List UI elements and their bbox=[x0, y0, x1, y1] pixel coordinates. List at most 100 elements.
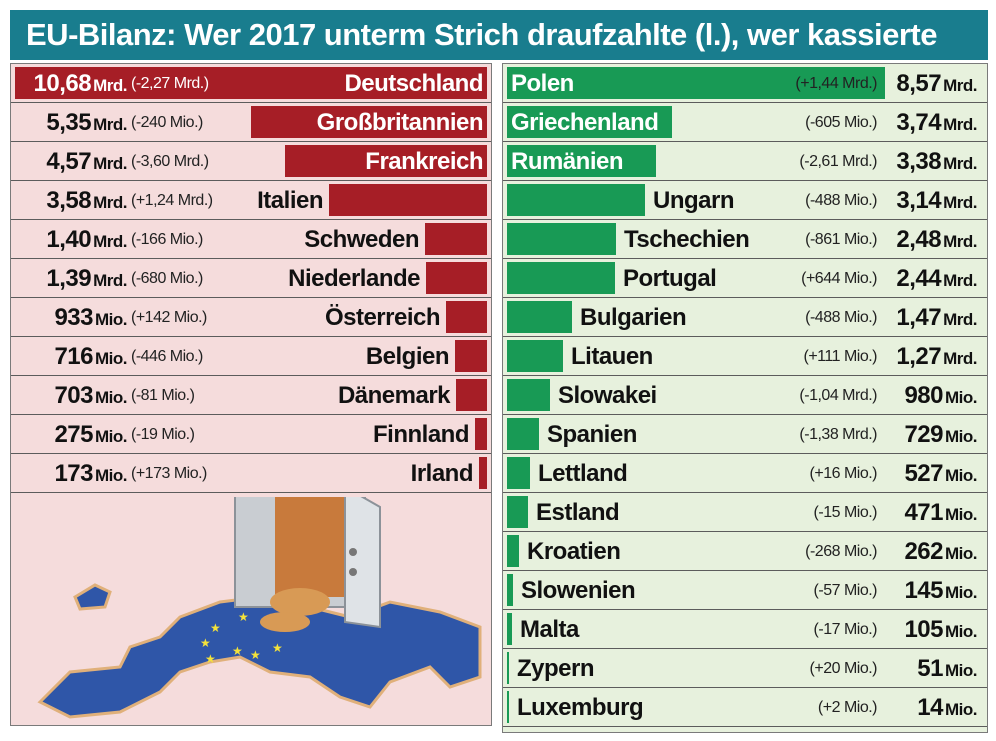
receiver-change: (+16 Mio.) bbox=[809, 465, 878, 482]
payer-bar bbox=[285, 145, 487, 177]
payer-amount: 5,35 Mrd. bbox=[46, 103, 127, 141]
amount-unit: Mio. bbox=[95, 427, 128, 446]
payer-amount: 4,57 Mrd. bbox=[46, 142, 127, 180]
amount-value: 729 bbox=[904, 421, 943, 448]
amount-unit: Mrd. bbox=[943, 271, 977, 290]
payer-amount: 703 Mio. bbox=[54, 376, 127, 414]
amount-value: 1,47 bbox=[896, 304, 942, 331]
receiver-change: (-488 Mio.) bbox=[805, 192, 877, 209]
amount-value: 4,57 bbox=[46, 148, 92, 175]
payer-amount: 933 Mio. bbox=[54, 298, 127, 336]
receiver-amount: 3,38 Mrd. bbox=[896, 142, 977, 180]
amount-value: 105 bbox=[904, 616, 943, 643]
amount-unit: Mrd. bbox=[93, 193, 127, 212]
amount-value: 262 bbox=[904, 538, 943, 565]
receiver-bar bbox=[507, 496, 528, 528]
payer-country: Großbritannien bbox=[316, 109, 484, 136]
receiver-row: Griechenland (-605 Mio.) 3,74 Mrd. bbox=[503, 103, 987, 142]
receiver-bar bbox=[507, 67, 885, 99]
payer-row: 716 Mio. (-446 Mio.) Belgien bbox=[11, 337, 491, 376]
receiver-bar bbox=[507, 379, 550, 411]
amount-value: 275 bbox=[54, 421, 93, 448]
receiver-amount: 2,48 Mrd. bbox=[896, 220, 977, 258]
payer-country: Frankreich bbox=[365, 148, 483, 175]
payer-bar bbox=[475, 418, 487, 450]
receiver-change: (-1,38 Mrd.) bbox=[799, 426, 877, 443]
payer-amount: 173 Mio. bbox=[54, 454, 127, 492]
amount-unit: Mrd. bbox=[93, 271, 127, 290]
receiver-change: (+644 Mio.) bbox=[801, 270, 877, 287]
payer-bar bbox=[426, 262, 487, 294]
payer-bar bbox=[456, 379, 487, 411]
receiver-change: (+1,44 Mrd.) bbox=[795, 75, 877, 92]
amount-unit: Mio. bbox=[945, 544, 978, 563]
payer-bar bbox=[446, 301, 487, 333]
amount-unit: Mrd. bbox=[943, 115, 977, 134]
receiver-amount: 3,74 Mrd. bbox=[896, 103, 977, 141]
receiver-change: (-2,61 Mrd.) bbox=[799, 153, 877, 170]
amount-value: 2,44 bbox=[896, 265, 942, 292]
receiver-country: Tschechien bbox=[624, 226, 750, 253]
payer-amount: 10,68 Mrd. bbox=[33, 64, 128, 102]
payer-change: (+1,24 Mrd.) bbox=[131, 192, 213, 209]
payer-row: 10,68 Mrd. (-2,27 Mrd.) Deutschland bbox=[11, 64, 491, 103]
payer-amount: 1,39 Mrd. bbox=[46, 259, 127, 297]
amount-value: 5,35 bbox=[46, 109, 92, 136]
payer-country: Schweden bbox=[304, 226, 419, 253]
receiver-change: (-57 Mio.) bbox=[813, 582, 878, 599]
receiver-bar bbox=[507, 691, 509, 723]
coins-icon bbox=[260, 588, 330, 632]
receiver-row: Polen (+1,44 Mrd.) 8,57 Mrd. bbox=[503, 64, 987, 103]
payer-row: 933 Mio. (+142 Mio.) Österreich bbox=[11, 298, 491, 337]
amount-value: 703 bbox=[54, 382, 93, 409]
chart-title: EU-Bilanz: Wer 2017 unterm Strich draufz… bbox=[10, 10, 988, 60]
payer-bar bbox=[15, 67, 487, 99]
payer-bar bbox=[251, 106, 487, 138]
receiver-row: Tschechien (-861 Mio.) 2,48 Mrd. bbox=[503, 220, 987, 259]
payer-amount: 1,40 Mrd. bbox=[46, 220, 127, 258]
receiver-amount: 3,14 Mrd. bbox=[896, 181, 977, 219]
payer-bar bbox=[455, 340, 487, 372]
amount-unit: Mio. bbox=[945, 427, 978, 446]
payer-country: Niederlande bbox=[288, 265, 420, 292]
payer-change: (-81 Mio.) bbox=[131, 387, 195, 404]
receiver-bar bbox=[507, 223, 616, 255]
receiver-change: (+111 Mio.) bbox=[803, 348, 878, 365]
payer-country: Österreich bbox=[324, 304, 441, 331]
amount-value: 3,58 bbox=[46, 187, 92, 214]
amount-value: 716 bbox=[54, 343, 93, 370]
receiver-bar bbox=[507, 106, 672, 138]
amount-unit: Mrd. bbox=[93, 154, 127, 173]
svg-text:★: ★ bbox=[238, 610, 249, 624]
payer-country: Italien bbox=[257, 187, 323, 214]
receiver-amount: 527 Mio. bbox=[904, 454, 977, 492]
receiver-amount: 1,27 Mrd. bbox=[896, 337, 977, 375]
europe-map-icon bbox=[37, 583, 482, 719]
receiver-change: (+20 Mio.) bbox=[809, 660, 878, 677]
amount-unit: Mrd. bbox=[943, 76, 977, 95]
receiver-country: Lettland bbox=[538, 460, 628, 487]
receiver-row: Spanien (-1,38 Mrd.) 729 Mio. bbox=[503, 415, 987, 454]
receiver-amount: 145 Mio. bbox=[904, 571, 977, 609]
amount-unit: Mio. bbox=[945, 505, 978, 524]
receiver-amount: 980 Mio. bbox=[904, 376, 977, 414]
receiver-bar bbox=[507, 301, 572, 333]
receiver-row: Ungarn (-488 Mio.) 3,14 Mrd. bbox=[503, 181, 987, 220]
payer-row: 4,57 Mrd. (-3,60 Mrd.) Frankreich bbox=[11, 142, 491, 181]
receiver-change: (-605 Mio.) bbox=[805, 114, 877, 131]
amount-value: 145 bbox=[904, 577, 943, 604]
amount-value: 173 bbox=[54, 460, 93, 487]
svg-text:★: ★ bbox=[272, 641, 283, 655]
amount-value: 10,68 bbox=[33, 70, 92, 97]
amount-value: 8,57 bbox=[896, 70, 942, 97]
amount-value: 2,48 bbox=[896, 226, 942, 253]
amount-unit: Mio. bbox=[95, 388, 128, 407]
amount-value: 3,14 bbox=[896, 187, 942, 214]
amount-value: 980 bbox=[904, 382, 943, 409]
payer-amount: 275 Mio. bbox=[54, 415, 127, 453]
amount-unit: Mrd. bbox=[93, 115, 127, 134]
receiver-change: (-861 Mio.) bbox=[805, 231, 877, 248]
receiver-country: Polen bbox=[511, 70, 574, 97]
amount-unit: Mrd. bbox=[943, 154, 977, 173]
payer-change: (-166 Mio.) bbox=[131, 231, 203, 248]
